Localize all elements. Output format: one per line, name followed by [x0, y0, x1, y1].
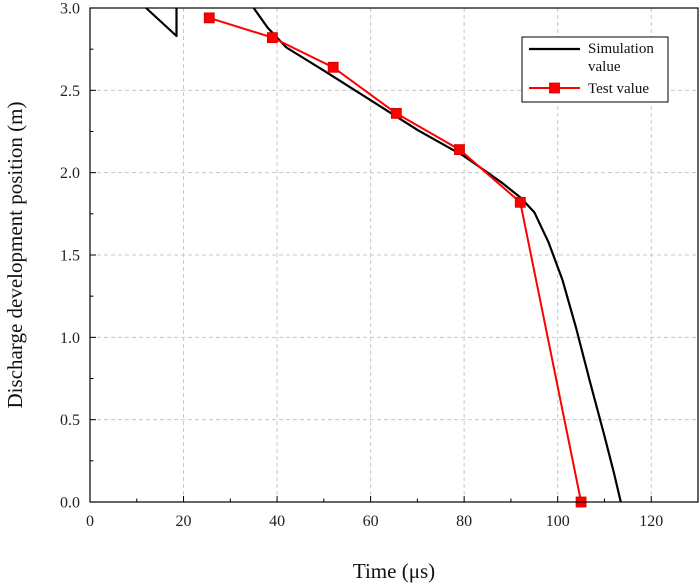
test-value-point: [454, 145, 464, 155]
y-tick-label: 2.5: [60, 83, 80, 100]
y-tick-label: 0.5: [60, 412, 80, 429]
chart: 0 20 40 60 80 100 120 0.0 0.5 1.0 1.5 2.0 2.5 3.0 Tim…: [0, 0, 700, 585]
x-tick-label: 120: [639, 513, 663, 530]
y-tick-label: 3.0: [60, 1, 80, 18]
legend: Simulation value Test value: [522, 37, 668, 102]
legend-test-marker: [550, 83, 560, 93]
legend-simulation-label-line-1: Simulation: [588, 41, 654, 57]
test-value-point: [515, 197, 525, 207]
x-tick-label: 80: [456, 513, 472, 530]
y-tick-label: 0.0: [60, 495, 80, 512]
legend-simulation-label-line-2: value: [588, 59, 621, 75]
x-axis-label: Time (μs): [353, 559, 435, 583]
y-axis-label: Discharge development position (m): [3, 102, 27, 409]
test-value-point: [391, 108, 401, 118]
x-tick-label: 40: [269, 513, 285, 530]
test-value-point: [204, 13, 214, 23]
y-tick-label: 1.5: [60, 248, 80, 265]
test-value-point: [328, 62, 338, 72]
test-value-point: [267, 33, 277, 43]
y-tick-label: 1.0: [60, 330, 80, 347]
x-tick-label: 60: [363, 513, 379, 530]
y-tick-label: 2.0: [60, 165, 80, 182]
x-tick-label: 0: [86, 513, 94, 530]
legend-test-label: Test value: [588, 81, 649, 97]
x-tick-label: 20: [176, 513, 192, 530]
x-tick-label: 100: [546, 513, 570, 530]
